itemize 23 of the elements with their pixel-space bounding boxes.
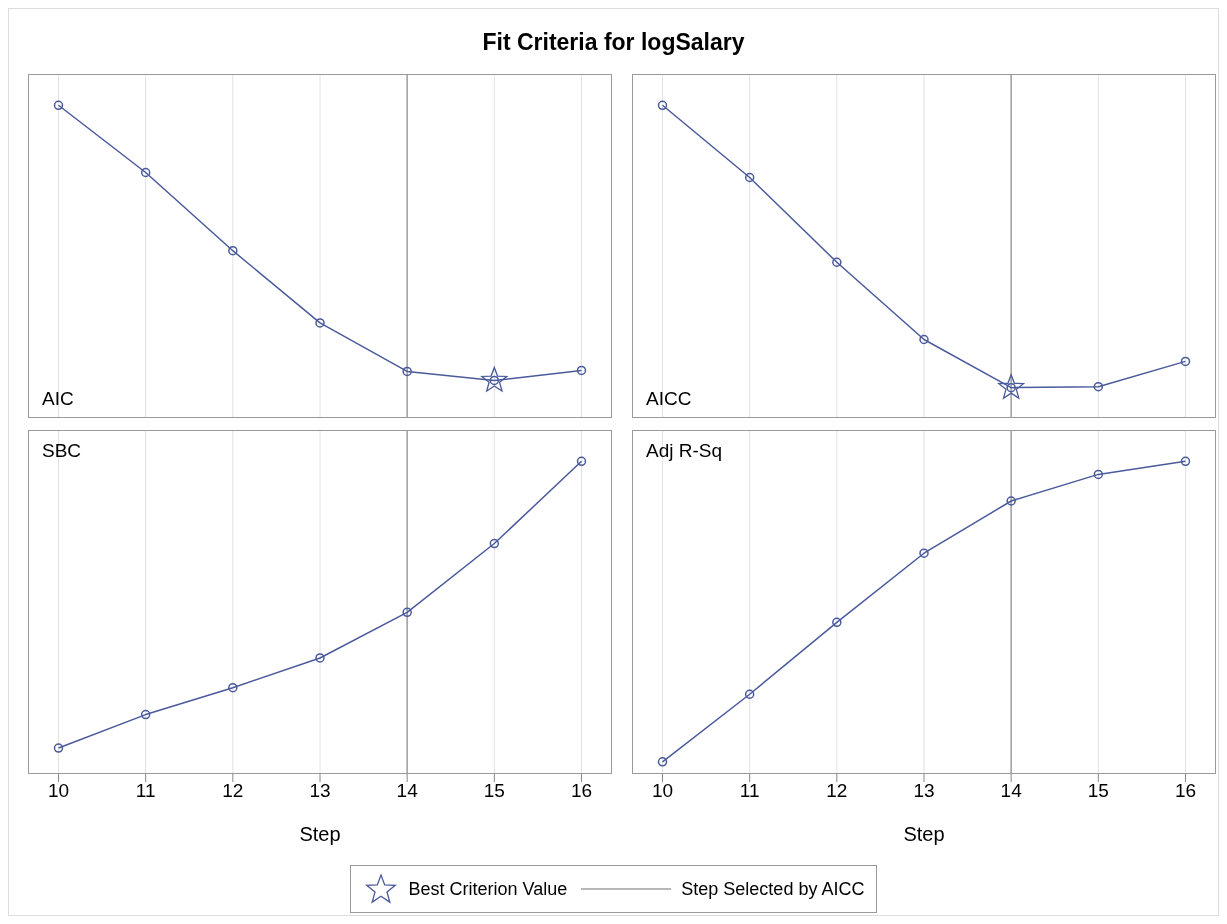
x-tick-label: 10 [651,780,674,802]
x-tick-label: 12 [222,780,244,802]
x-tick-label: 11 [739,780,760,802]
x-axis-title: Step [903,823,945,845]
chart-title: Fit Criteria for logSalary [481,29,746,56]
text: AIC [42,388,74,410]
x-tick-label: 14 [1000,780,1023,802]
x-tick-label: 11 [135,780,156,802]
x-tick-label: 16 [1174,780,1197,802]
x-axis-title: Step [299,823,341,845]
chart-subtitle: SBC [42,440,82,462]
x-tick-label: 12 [826,780,848,802]
x-tick-label: 13 [913,780,935,802]
x-tick-label: 10 [47,780,70,802]
text: AICC [646,388,692,410]
x-tick-label: 14 [396,780,419,802]
x-tick-label: 13 [309,780,331,802]
x-tick-label: 15 [1087,780,1109,802]
x-tick-label: 15 [483,780,505,802]
legend-label: Step Selected by AICC [681,878,865,900]
chart-subtitle: Adj R-Sq [646,440,723,462]
legend-label: Best Criterion Value [408,878,568,900]
x-tick-label: 16 [570,780,593,802]
